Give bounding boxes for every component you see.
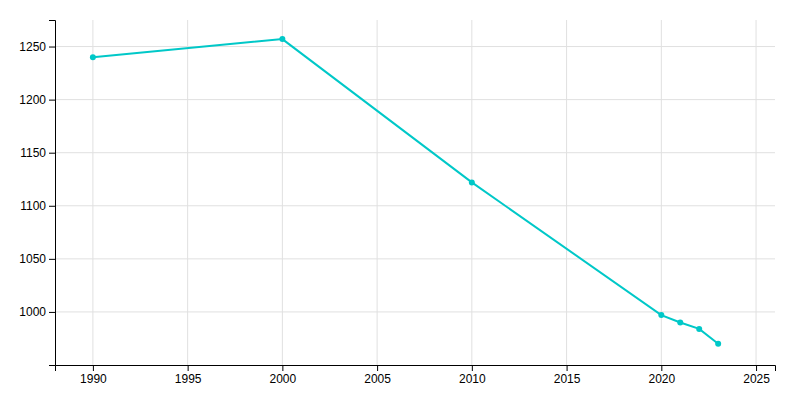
y-tick-label: 1150 bbox=[20, 146, 46, 160]
y-tick-mark bbox=[49, 312, 55, 313]
x-tick: 1990 bbox=[80, 365, 107, 386]
y-tick-label: 1000 bbox=[19, 305, 46, 319]
x-tick: 2015 bbox=[554, 365, 581, 386]
y-grid-line bbox=[55, 311, 775, 312]
x-axis-line bbox=[56, 366, 776, 372]
x-grid-line bbox=[377, 20, 378, 365]
y-tick: 1200 bbox=[19, 93, 55, 107]
point bbox=[696, 326, 702, 332]
x-tick-mark bbox=[282, 365, 283, 371]
y-grid-line bbox=[55, 152, 775, 153]
x-axis: 1990 1995 2000 2005 2010 2015 2020 2025 bbox=[56, 365, 776, 386]
point bbox=[715, 341, 721, 347]
grid bbox=[55, 20, 775, 365]
point bbox=[469, 179, 475, 185]
x-tick: 2000 bbox=[270, 365, 297, 386]
x-tick-label: 2025 bbox=[743, 372, 770, 386]
y-tick: 1000 bbox=[19, 305, 55, 319]
y-grid-line bbox=[55, 205, 775, 206]
x-grid-line bbox=[187, 20, 188, 365]
x-tick-mark bbox=[472, 365, 473, 371]
point bbox=[677, 320, 683, 326]
y-tick-label: 1250 bbox=[19, 40, 46, 54]
point bbox=[279, 36, 285, 42]
y-tick-mark bbox=[49, 47, 55, 48]
y-tick-label: 1200 bbox=[19, 93, 46, 107]
y-tick-mark bbox=[49, 153, 55, 154]
x-tick-label: 2005 bbox=[364, 372, 391, 386]
y-tick-mark bbox=[49, 259, 55, 260]
x-tick-mark bbox=[377, 365, 378, 371]
point bbox=[90, 54, 96, 60]
x-tick-label: 2010 bbox=[459, 372, 486, 386]
x-grid-line bbox=[92, 20, 93, 365]
x-tick-label: 1990 bbox=[80, 372, 107, 386]
x-tick: 2010 bbox=[459, 365, 486, 386]
x-grid-line bbox=[756, 20, 757, 365]
y-axis: 1000 1050 1100 1150 1200 1250 bbox=[19, 21, 55, 366]
x-tick-mark bbox=[188, 365, 189, 371]
y-tick: 1250 bbox=[19, 40, 55, 54]
y-grid-line bbox=[55, 258, 775, 259]
chart: 1990 1995 2000 2005 2010 2015 2020 2025 1000 1050… bbox=[0, 0, 800, 400]
y-grid-line bbox=[55, 99, 775, 100]
y-tick: 1100 bbox=[20, 199, 55, 213]
marks bbox=[90, 36, 721, 347]
y-axis-line bbox=[49, 21, 56, 366]
x-tick-mark bbox=[756, 365, 757, 371]
x-tick: 1995 bbox=[175, 365, 202, 386]
x-grid-line bbox=[566, 20, 567, 365]
point bbox=[658, 312, 664, 318]
y-tick: 1150 bbox=[20, 146, 55, 160]
x-grid-line bbox=[471, 20, 472, 365]
x-tick: 2025 bbox=[743, 365, 770, 386]
x-tick-label: 2000 bbox=[270, 372, 297, 386]
y-tick: 1050 bbox=[19, 252, 55, 266]
x-grid-line bbox=[282, 20, 283, 365]
y-tick-label: 1100 bbox=[20, 199, 46, 213]
x-tick-mark bbox=[93, 365, 94, 371]
line bbox=[93, 39, 718, 344]
x-tick-mark bbox=[567, 365, 568, 371]
x-tick-label: 2015 bbox=[554, 372, 581, 386]
x-tick: 2005 bbox=[364, 365, 391, 386]
x-tick-label: 2020 bbox=[648, 372, 675, 386]
x-tick: 2020 bbox=[648, 365, 675, 386]
y-tick-label: 1050 bbox=[19, 252, 46, 266]
y-tick-mark bbox=[49, 206, 55, 207]
y-grid-line bbox=[55, 46, 775, 47]
x-tick-label: 1995 bbox=[175, 372, 202, 386]
y-tick-mark bbox=[49, 100, 55, 101]
x-tick-mark bbox=[661, 365, 662, 371]
plot: 1990 1995 2000 2005 2010 2015 2020 2025 1000 1050… bbox=[19, 20, 775, 386]
